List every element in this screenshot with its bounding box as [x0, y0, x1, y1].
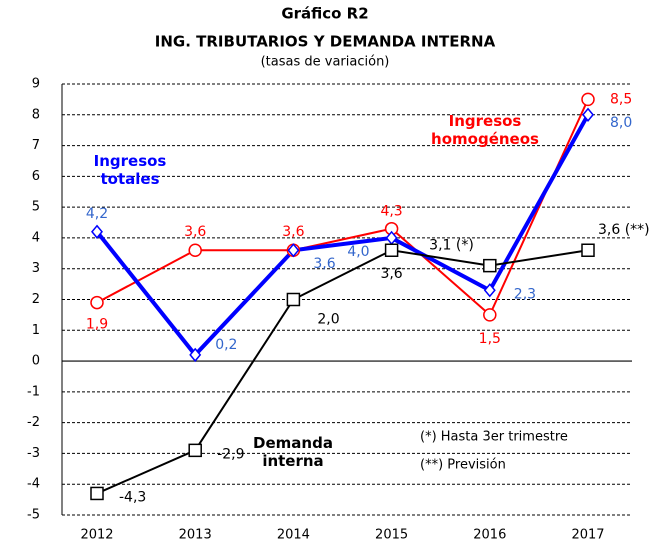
marker	[581, 243, 595, 257]
data-label: -4,3	[119, 489, 146, 505]
marker	[483, 283, 496, 298]
series-line	[95, 113, 590, 358]
y-tick-label: -4	[27, 477, 40, 492]
y-tick-label: 4	[32, 230, 40, 245]
y-tick-label: 7	[32, 138, 40, 153]
marker	[90, 295, 104, 310]
x-tick-label: 2017	[571, 528, 604, 543]
y-tick-label: 5	[32, 200, 40, 215]
y-tick-label: -1	[27, 384, 40, 399]
data-label: 4,0	[347, 244, 369, 260]
y-tick-label: -5	[27, 508, 40, 523]
series-label: Ingresos totales	[93, 152, 167, 188]
marker	[483, 308, 497, 322]
footnote: (*) Hasta 3er trimestre	[420, 430, 568, 445]
x-tick-label: 2012	[80, 528, 113, 543]
footnote: (**) Previsión	[420, 458, 506, 473]
data-label: 0,2	[215, 337, 237, 353]
data-label: 4,3	[380, 204, 402, 220]
marker	[581, 92, 595, 107]
x-tick-label: 2014	[277, 528, 310, 543]
data-label: -2,9	[217, 446, 244, 462]
marker	[189, 347, 202, 363]
data-label: 3,6 (**)	[598, 222, 650, 238]
marker	[384, 243, 399, 257]
y-tick-label: 6	[32, 169, 40, 184]
series-line	[96, 98, 589, 317]
data-label: 1,5	[479, 331, 501, 347]
series-label: Ingresos homogéneos	[431, 112, 539, 148]
x-tick-label: 2016	[473, 528, 506, 543]
series-label: Demanda interna	[253, 434, 333, 470]
y-tick-label: 0	[32, 354, 40, 369]
y-tick-label: 2	[32, 292, 40, 307]
x-tick-label: 2013	[179, 528, 212, 543]
data-label: 2,0	[317, 312, 339, 328]
marker	[287, 243, 300, 258]
data-label: 2,3	[514, 286, 536, 302]
data-label: 3,6	[282, 224, 304, 240]
y-tick-label: 3	[32, 261, 40, 276]
data-label: 3,6	[184, 224, 206, 240]
y-tick-label: -2	[27, 415, 40, 430]
marker	[188, 243, 202, 257]
y-tick-label: -3	[27, 446, 40, 461]
marker	[90, 486, 104, 501]
chart-title: Gráfico R2	[281, 5, 368, 23]
y-tick-label: 1	[32, 323, 40, 338]
data-label: 1,9	[86, 317, 108, 333]
units-note: (tasas de variación)	[261, 55, 390, 70]
marker	[188, 443, 202, 458]
data-label: 4,2	[86, 206, 108, 222]
data-label: 3,6	[380, 266, 402, 282]
data-label: 8,0	[610, 115, 632, 131]
marker	[483, 258, 497, 273]
marker	[582, 107, 594, 122]
data-label: 3,6	[313, 256, 335, 272]
marker	[286, 292, 301, 307]
data-label: 8,5	[610, 91, 632, 107]
chart-subtitle: ING. TRIBUTARIOS Y DEMANDA INTERNA	[155, 33, 496, 51]
x-tick-label: 2015	[375, 528, 408, 543]
y-tick-label: 8	[32, 107, 40, 122]
series-line	[96, 249, 589, 495]
data-label: 3,1 (*)	[429, 238, 474, 254]
y-tick-label: 9	[32, 77, 40, 92]
marker	[91, 224, 103, 239]
